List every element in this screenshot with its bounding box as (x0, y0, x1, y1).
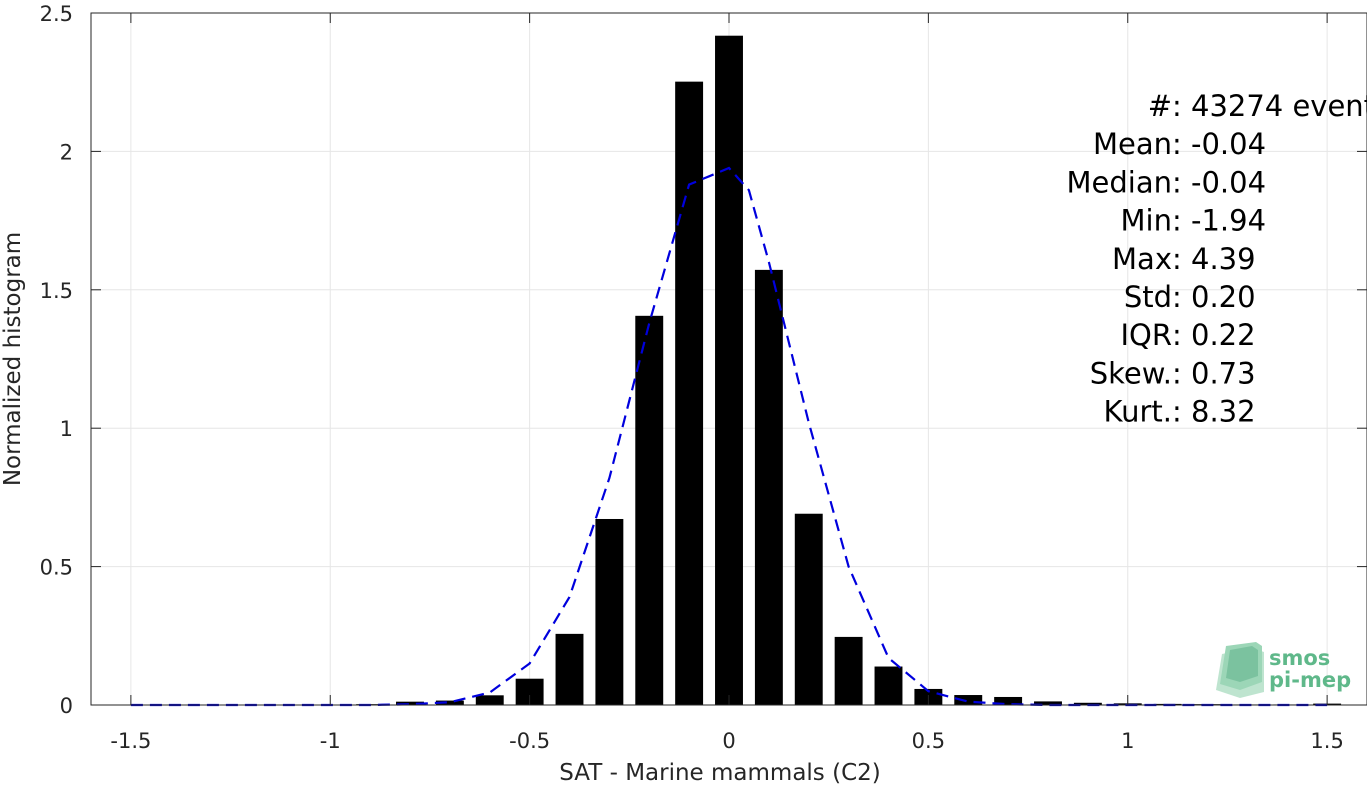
stat-label: # (1148, 89, 1172, 123)
histogram-bar (874, 666, 903, 705)
histogram-bar (396, 701, 424, 705)
x-tick-label: 0.5 (912, 729, 945, 753)
histogram-bar (635, 315, 664, 705)
y-tick-label: 1 (60, 417, 73, 441)
y-tick-label: 1.5 (40, 279, 73, 303)
stat-value: : -1.94 (1172, 204, 1266, 238)
stat-value: : 4.39 (1172, 242, 1256, 276)
smos-pi-mep-logo: smos pi-mep (1216, 642, 1351, 698)
x-axis-label: SAT - Marine mammals (C2) (559, 760, 881, 785)
histogram-bar (715, 35, 743, 705)
x-tick-label: -1.5 (110, 729, 151, 753)
x-tick-label: -0.5 (509, 729, 550, 753)
stat-label: Std (1124, 280, 1172, 314)
y-axis-label: Normalized histogram (0, 232, 26, 486)
histogram-bar (675, 81, 704, 705)
stat-value: : -0.04 (1172, 127, 1266, 161)
logo-text-pi-mep: pi-mep (1269, 668, 1351, 692)
histogram-bar (555, 633, 584, 705)
histogram-bar (754, 269, 783, 705)
stat-label: Min (1121, 204, 1172, 238)
stat-label: Max (1112, 242, 1172, 276)
stat-label: IQR (1120, 318, 1172, 352)
axis-ticks: -1.5 -1 -0.5 0 0.5 1 1.5 0 0.5 1 1.5 2 2.5 (40, 2, 1367, 753)
stat-value: : 0.73 (1172, 356, 1256, 390)
y-tick-label: 0 (60, 694, 73, 718)
histogram-bar (595, 518, 624, 705)
stat-value: : 43274 events (1172, 89, 1367, 123)
stat-value: : 8.32 (1172, 395, 1256, 429)
x-tick-label: 1 (1121, 729, 1134, 753)
histogram-bar (475, 695, 504, 705)
stat-value: : 0.20 (1172, 280, 1256, 314)
stat-label: Skew. (1090, 356, 1172, 390)
histogram-bar (1034, 701, 1062, 705)
histogram-bar (834, 636, 863, 705)
stat-value: : -0.04 (1172, 165, 1266, 199)
y-tick-label: 0.5 (40, 556, 73, 580)
y-tick-label: 2.5 (40, 2, 73, 26)
x-tick-label: 0 (722, 729, 735, 753)
histogram-bar (794, 513, 823, 705)
histogram-bars (356, 35, 1342, 705)
y-tick-label: 2 (60, 140, 73, 164)
stat-label: Kurt. (1104, 395, 1172, 429)
histogram-bar (994, 696, 1023, 705)
stat-value: : 0.22 (1172, 318, 1256, 352)
histogram-bar (1073, 702, 1102, 705)
stat-label: Median (1067, 165, 1172, 199)
x-tick-label: -1 (320, 729, 341, 753)
histogram-bar (435, 700, 464, 705)
stat-label: Mean (1093, 127, 1172, 161)
logo-graphic-icon (1216, 642, 1264, 698)
histogram-bar (954, 695, 983, 705)
x-tick-label: 1.5 (1310, 729, 1343, 753)
logo-text-smos: smos (1269, 646, 1330, 670)
